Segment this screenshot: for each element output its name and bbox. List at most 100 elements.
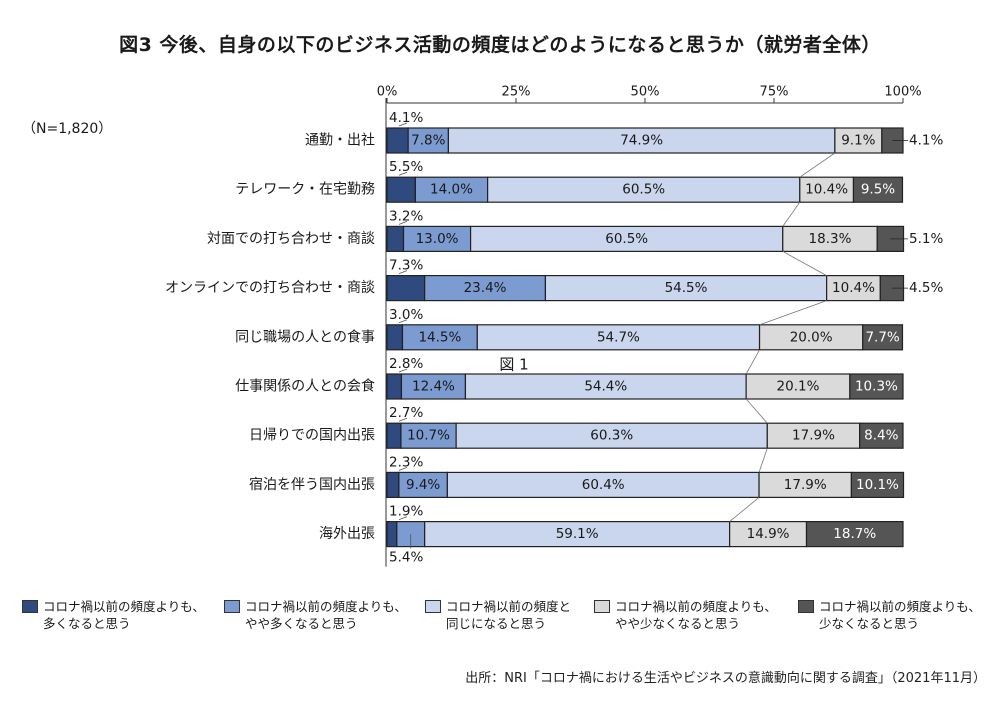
data-label: 7.8% bbox=[411, 133, 445, 149]
label-leader bbox=[398, 319, 408, 324]
data-label: 14.5% bbox=[418, 329, 461, 345]
label-leader bbox=[398, 417, 408, 422]
label-leader bbox=[398, 270, 408, 274]
bar-segment bbox=[400, 373, 467, 400]
bar-segment bbox=[849, 373, 904, 400]
data-label: 2.8% bbox=[389, 356, 423, 372]
data-label: 9.1% bbox=[841, 133, 875, 149]
data-label: 60.5% bbox=[622, 182, 665, 198]
data-label: 60.4% bbox=[582, 477, 625, 493]
data-label: 10.4% bbox=[805, 182, 848, 198]
data-label: 4.1% bbox=[909, 133, 943, 149]
x-tick-label: 0% bbox=[377, 85, 398, 100]
label-leader bbox=[398, 122, 408, 127]
bar-segment bbox=[758, 471, 853, 498]
bar-segment bbox=[476, 324, 761, 351]
bar-segment bbox=[745, 373, 851, 400]
bar-segment bbox=[386, 225, 405, 252]
data-label: 7.7% bbox=[865, 329, 899, 345]
bar-segment bbox=[414, 176, 489, 203]
data-label: 14.9% bbox=[747, 526, 790, 542]
category-label: 通勤・出社 bbox=[305, 133, 375, 149]
bar-segment bbox=[859, 422, 904, 449]
data-label: 9.4% bbox=[406, 477, 440, 493]
bar-segment bbox=[446, 471, 760, 498]
data-label: 18.7% bbox=[833, 526, 876, 542]
data-label: 3.0% bbox=[389, 307, 423, 323]
data-label: 10.1% bbox=[856, 477, 899, 493]
category-label: 同じ職場の人との食事 bbox=[235, 328, 375, 345]
legend-swatch bbox=[224, 600, 240, 613]
bar-segment bbox=[402, 225, 472, 252]
label-leader bbox=[398, 221, 408, 225]
category-label: テレワーク・在宅勤務 bbox=[235, 182, 375, 198]
bar-segment bbox=[386, 127, 409, 154]
connector-line bbox=[729, 497, 760, 522]
legend-label: コロナ禍以前の頻度よりも、 やや多くなると思う bbox=[245, 599, 407, 631]
data-label: 5.1% bbox=[909, 231, 943, 247]
label-leader bbox=[398, 171, 408, 176]
data-label: 60.5% bbox=[605, 231, 648, 247]
legend-label: コロナ禍以前の頻度と 同じになると思う bbox=[446, 599, 572, 631]
data-label: 17.9% bbox=[792, 428, 835, 444]
stacked-bar-chart: 0% 25% 50% 75% 100% 通勤・出社テレワーク・在宅勤務対面での打ち合わせ・… bbox=[165, 85, 943, 567]
data-label: 60.3% bbox=[590, 428, 633, 444]
legend-swatch bbox=[425, 600, 441, 613]
data-label: 4.5% bbox=[909, 280, 943, 296]
data-label: 12.4% bbox=[412, 379, 455, 395]
label-leader bbox=[398, 467, 408, 471]
bar-segment bbox=[487, 176, 801, 203]
data-label: 5.4% bbox=[389, 550, 423, 566]
data-label: 8.4% bbox=[864, 428, 898, 444]
bar-segment bbox=[401, 324, 478, 351]
connector-line bbox=[782, 201, 801, 227]
label-leader bbox=[398, 368, 408, 373]
bar-segment bbox=[782, 225, 878, 252]
data-label: 54.5% bbox=[665, 280, 708, 296]
bar-segment bbox=[799, 176, 855, 203]
bar-segment bbox=[464, 373, 747, 400]
legend-label: コロナ禍以前の頻度よりも、 多くなると思う bbox=[43, 599, 205, 631]
data-label: 59.1% bbox=[556, 526, 599, 542]
source-note: 出所：NRI「コロナ禍における生活やビジネスの意識動向に関する調査」（2021年… bbox=[465, 671, 986, 686]
data-label: 74.9% bbox=[620, 133, 663, 149]
bar-segment bbox=[386, 471, 400, 498]
bar-segment bbox=[469, 225, 784, 252]
connector-line bbox=[759, 300, 827, 326]
data-label: 54.4% bbox=[584, 379, 627, 395]
data-label: 14.0% bbox=[430, 182, 473, 198]
connector-line bbox=[799, 152, 836, 178]
bar-segment bbox=[850, 471, 905, 498]
connector-line bbox=[745, 349, 760, 375]
bar-segment bbox=[758, 324, 864, 351]
category-label: 仕事関係の人との会食 bbox=[235, 378, 375, 395]
data-label: 2.7% bbox=[389, 405, 423, 421]
category-label: 対面での打ち合わせ・商談 bbox=[207, 230, 375, 247]
bar-segment bbox=[400, 422, 457, 449]
category-label: 宿泊を伴う国内出張 bbox=[249, 476, 375, 493]
x-tick-label: 50% bbox=[631, 85, 660, 100]
data-label: 2.3% bbox=[389, 454, 423, 470]
data-label: 23.4% bbox=[464, 280, 507, 296]
bar-segment bbox=[386, 422, 402, 449]
category-label: 海外出張 bbox=[319, 526, 375, 542]
x-tick-label: 100% bbox=[884, 85, 921, 100]
data-label: 3.2% bbox=[389, 208, 423, 224]
data-label: 13.0% bbox=[416, 231, 459, 247]
bar-segment bbox=[386, 373, 403, 400]
data-label: 10.3% bbox=[855, 379, 898, 395]
bar-segment bbox=[386, 176, 416, 203]
data-label: 1.9% bbox=[389, 504, 423, 520]
connector-line bbox=[782, 251, 827, 276]
bar-segment bbox=[386, 520, 398, 548]
data-label: 7.3% bbox=[389, 258, 423, 274]
annotation-label: 図 1 bbox=[499, 356, 528, 374]
bar-segment bbox=[852, 176, 904, 203]
legend-swatch bbox=[22, 600, 38, 613]
bar-segment bbox=[805, 520, 904, 548]
data-label: 10.4% bbox=[832, 280, 875, 296]
data-label: 10.7% bbox=[407, 428, 450, 444]
bar-segment bbox=[386, 275, 426, 302]
bar-segment bbox=[386, 324, 404, 351]
category-label: オンラインでの打ち合わせ・商談 bbox=[165, 279, 375, 296]
